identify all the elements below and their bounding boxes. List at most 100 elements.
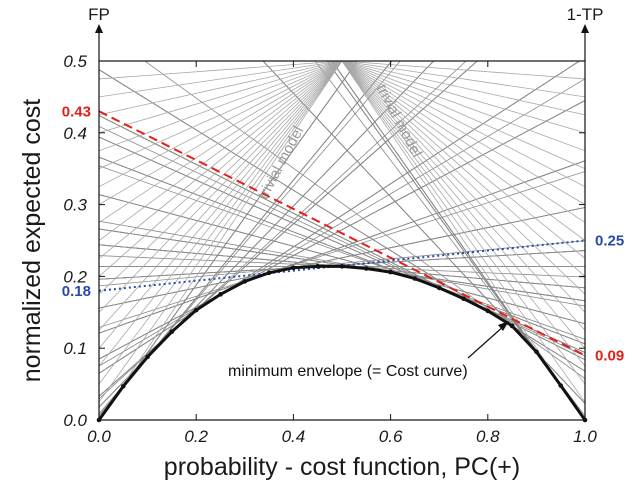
trivial-line [341, 61, 585, 313]
cost-curve-point [364, 266, 369, 271]
trivial-line [99, 61, 343, 295]
cost-line [331, 61, 585, 420]
cost-line [99, 78, 585, 367]
left-axis-arrow [95, 24, 103, 33]
cost-line [99, 171, 585, 328]
cost-curve-point [242, 279, 248, 284]
trivial-line [341, 61, 585, 241]
cost-line [99, 156, 585, 345]
trivial-line [341, 61, 585, 188]
trivial-line [341, 61, 585, 403]
cost-curve-point [266, 270, 272, 276]
cost-curve-point [509, 323, 515, 329]
cost-line [331, 61, 585, 420]
trivial-model-label-left: trivial model [255, 124, 308, 203]
cost-curve-point [315, 264, 321, 269]
cost-curve-point [388, 269, 393, 275]
trivial-line [99, 61, 343, 331]
cost-line [314, 61, 585, 416]
axis-ticks: 0.0 0.2 0.4 0.6 0.8 1.0 0.0 0.1 0.2 0.3 0.4 0.5 [63, 52, 597, 446]
y-tick-label: 0.2 [63, 267, 87, 286]
cost-line [99, 61, 478, 397]
cost-line [99, 61, 393, 416]
highlighted-lines-group [98, 110, 586, 357]
cost-curve-point [339, 264, 345, 269]
cost-lines-group [99, 61, 585, 420]
x-tick-label: 0.4 [282, 427, 306, 446]
cost-line [326, 61, 585, 420]
cost-line [99, 61, 478, 397]
trivial-line [99, 61, 343, 223]
trivial-line [341, 61, 585, 367]
y-tick-label: 0.5 [63, 52, 87, 71]
cost-line [99, 220, 585, 307]
cost-curve-group [96, 264, 588, 423]
highlight-right-label: 0.25 [595, 233, 624, 250]
envelope-annotation-arrow [467, 324, 506, 359]
trivial-line [99, 61, 343, 134]
cost-line [326, 61, 585, 420]
trivial-line [341, 61, 585, 331]
cost-line [326, 61, 585, 420]
highlight-left-label: 0.43 [62, 103, 91, 120]
highlighted-line [98, 239, 586, 292]
cost-curve-point [291, 265, 296, 271]
trivial-line [99, 61, 343, 241]
cost-curve-point [145, 354, 150, 360]
trivial-line [99, 61, 343, 385]
trivial-line [341, 61, 585, 349]
trivial-line [99, 61, 343, 313]
cost-line [99, 61, 478, 397]
y-axis-title: normalized expected cost [18, 99, 46, 383]
y-tick-label: 0.4 [63, 124, 87, 143]
cost-curve-point [534, 349, 539, 355]
cost-curve-line [97, 264, 587, 421]
trivial-line [99, 61, 343, 403]
cost-curve-point [436, 285, 442, 291]
trivial-line [99, 61, 343, 259]
cost-line [99, 165, 585, 340]
trivial-line [99, 61, 343, 170]
trivial-line [341, 61, 585, 223]
cost-curve-point [169, 329, 175, 334]
fp-axis-label: FP [88, 5, 110, 24]
y-tick-label: 0.1 [63, 339, 87, 358]
trivial-line [99, 61, 343, 116]
cost-line [99, 61, 359, 420]
x-tick-label: 0.8 [476, 427, 500, 446]
trivial-line [99, 61, 343, 205]
cost-curve-point [485, 308, 491, 314]
cost-curve-point [558, 383, 563, 388]
cost-line [99, 61, 359, 420]
trivial-line [341, 61, 585, 385]
cost-curve-point [412, 276, 418, 281]
envelope-annotation-arrowhead [498, 321, 509, 331]
cost-line [99, 136, 585, 353]
cost-curve-point [461, 296, 466, 301]
right-axis-arrow [581, 24, 589, 33]
cost-line [99, 61, 359, 420]
y-tick-label: 0.3 [63, 196, 87, 215]
one-minus-tp-axis-label: 1-TP [567, 5, 604, 24]
trivial-line [99, 61, 343, 80]
trivial-line [341, 61, 585, 116]
trivial-line [341, 61, 585, 134]
trivial-line [341, 61, 585, 295]
cost-line [331, 61, 585, 420]
cost-line [99, 61, 359, 420]
cost-line [99, 61, 393, 416]
trivial-line [99, 61, 343, 277]
cost-line [99, 125, 585, 357]
trivial-line [341, 61, 585, 98]
trivial-line [341, 61, 585, 420]
cost-line [99, 61, 359, 420]
trivial-line [99, 61, 343, 420]
y-tick-label: 0.0 [63, 411, 87, 430]
cost-curve-point [121, 383, 126, 389]
cost-line [99, 61, 393, 416]
trivial-line [99, 61, 343, 152]
highlight-left-label: 0.18 [62, 283, 91, 300]
trivial-line [99, 61, 343, 367]
highlight-right-label: 0.09 [595, 347, 624, 364]
